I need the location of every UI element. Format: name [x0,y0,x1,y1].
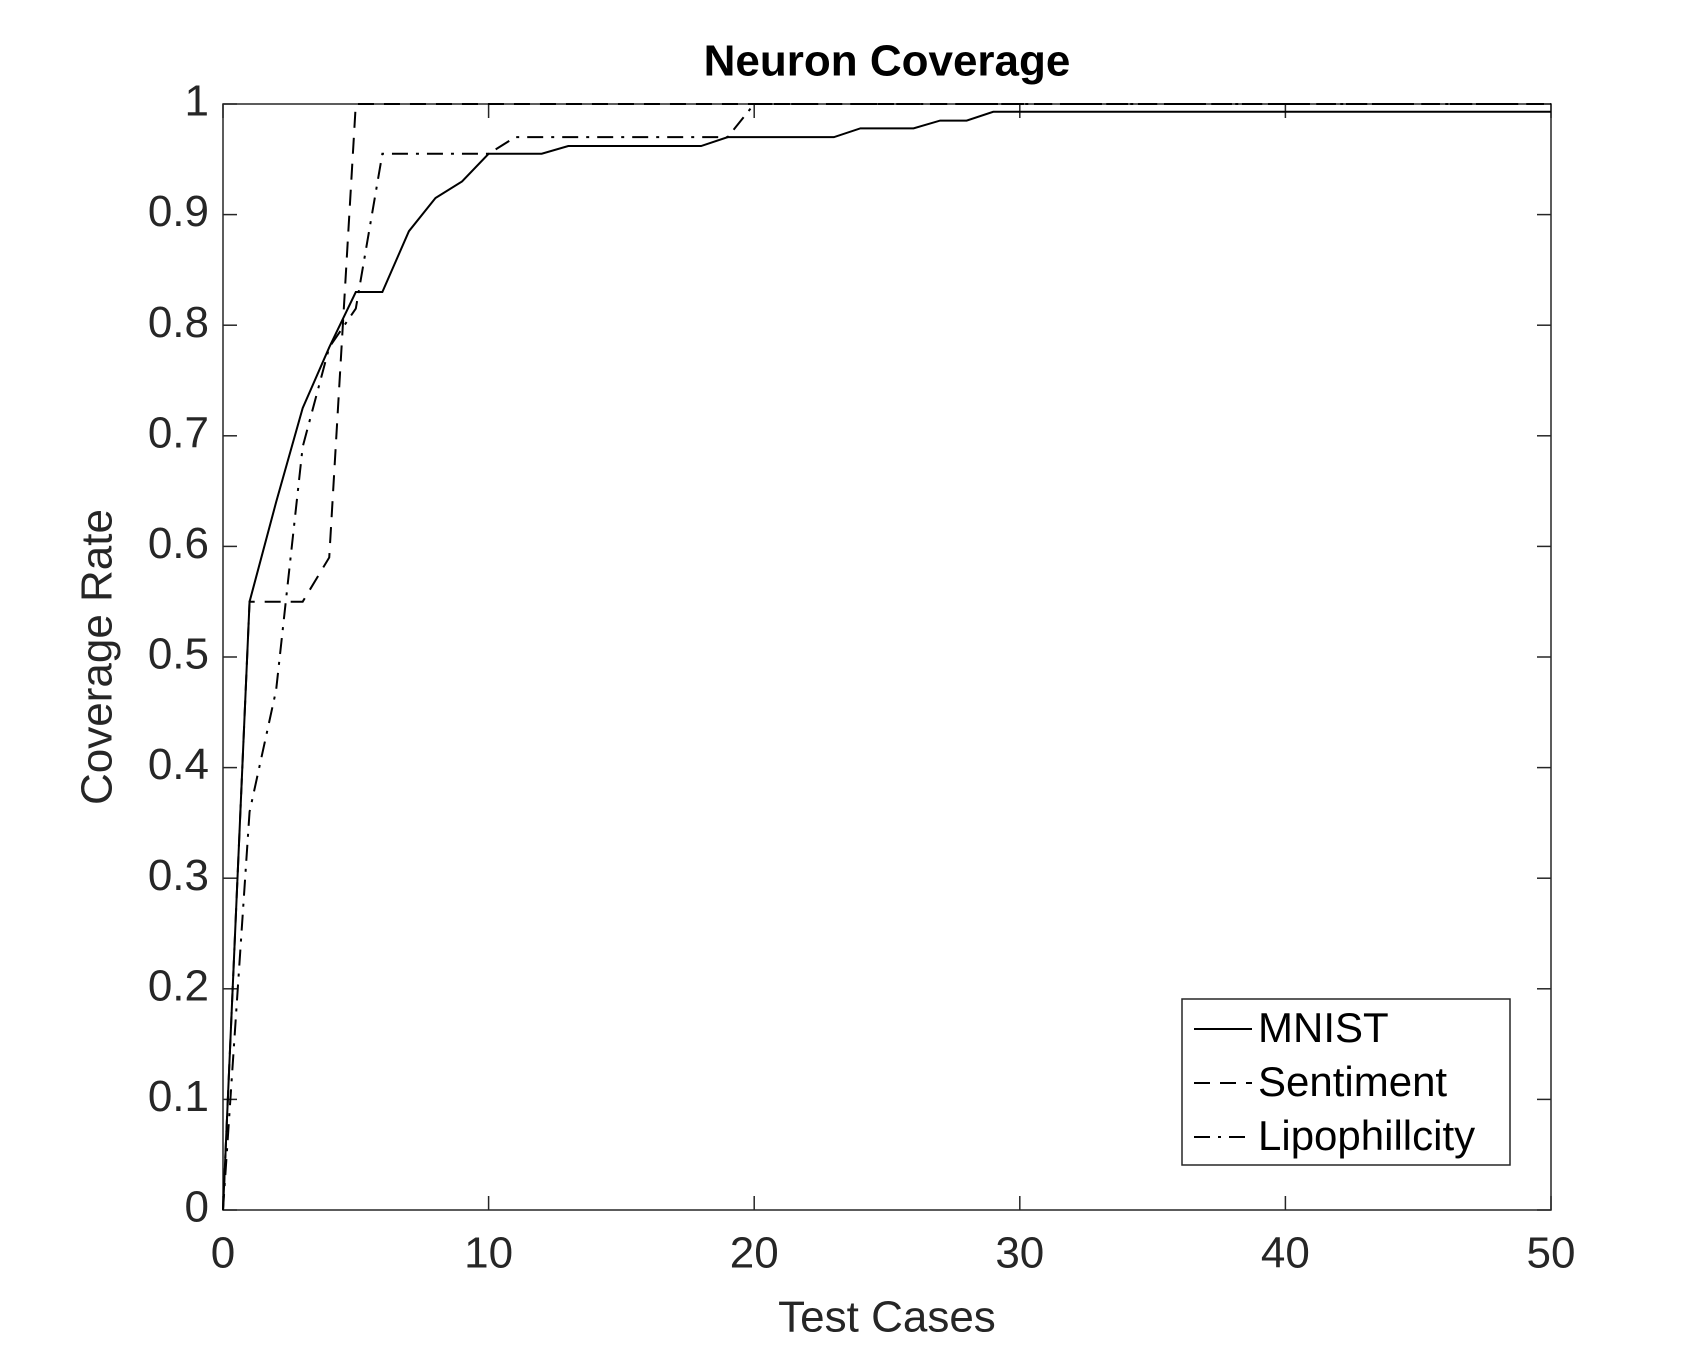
y-tick-label: 0.2 [148,961,209,1010]
legend-label: Sentiment [1258,1058,1447,1105]
y-tick-label: 0.3 [148,851,209,900]
y-tick-label: 0.8 [148,298,209,347]
x-tick-label: 40 [1261,1229,1310,1278]
y-tick-label: 0.4 [148,740,209,789]
y-axis-label: Coverage Rate [73,509,122,805]
data-line [222,103,1551,1211]
y-tick-label: 0.6 [148,519,209,568]
x-tick-label: 50 [1527,1229,1576,1278]
x-tick-label: 20 [730,1229,779,1278]
data-line [222,110,1551,1211]
x-tick-label: 0 [211,1229,235,1278]
chart-title: Neuron Coverage [704,37,1071,86]
y-tick-label: 0.1 [148,1072,209,1121]
x-tick-label: 30 [995,1229,1044,1278]
y-tick-label: 0.5 [148,630,209,679]
legend-label: MNIST [1258,1004,1389,1051]
y-tick-label: 0 [185,1183,209,1232]
y-tick-label: 0.9 [148,187,209,236]
legend-label: Lipophillcity [1258,1112,1475,1159]
x-axis-label: Test Cases [778,1293,996,1342]
data-line [222,103,1551,1211]
y-tick-label: 0.7 [148,408,209,457]
x-tick-label: 10 [464,1229,513,1278]
y-tick-label: 1 [185,77,209,126]
